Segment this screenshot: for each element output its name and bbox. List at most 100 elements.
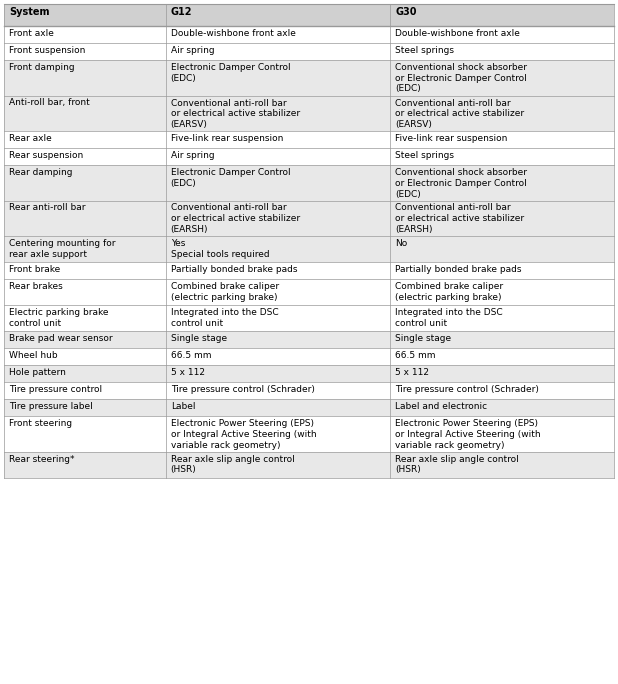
Text: Rear axle slip angle control
(HSR): Rear axle slip angle control (HSR) xyxy=(171,454,294,474)
Text: Integrated into the DSC
control unit: Integrated into the DSC control unit xyxy=(395,308,503,328)
Bar xyxy=(4,331,166,348)
Bar xyxy=(4,416,166,451)
Bar xyxy=(390,96,614,131)
Text: Conventional shock absorber
or Electronic Damper Control
(EDC): Conventional shock absorber or Electroni… xyxy=(395,63,527,94)
Bar xyxy=(4,365,166,382)
Text: Single stage: Single stage xyxy=(171,334,227,343)
Bar xyxy=(166,96,390,131)
Text: Single stage: Single stage xyxy=(395,334,451,343)
Bar xyxy=(166,236,390,262)
Text: Hole pattern: Hole pattern xyxy=(9,368,66,377)
Bar xyxy=(166,262,390,279)
Bar xyxy=(390,131,614,148)
Text: Partially bonded brake pads: Partially bonded brake pads xyxy=(171,265,297,274)
Text: Rear axle slip angle control
(HSR): Rear axle slip angle control (HSR) xyxy=(395,454,519,474)
Text: Steel springs: Steel springs xyxy=(395,46,454,55)
Bar xyxy=(166,165,390,200)
Text: Tire pressure control: Tire pressure control xyxy=(9,385,102,394)
Bar xyxy=(166,365,390,382)
Text: Brake pad wear sensor: Brake pad wear sensor xyxy=(9,334,112,343)
Text: Wheel hub: Wheel hub xyxy=(9,351,57,360)
Text: Rear axle: Rear axle xyxy=(9,134,52,143)
Bar xyxy=(166,131,390,148)
Text: Combined brake caliper
(electric parking brake): Combined brake caliper (electric parking… xyxy=(395,282,503,302)
Text: System: System xyxy=(9,7,49,17)
Text: Rear anti-roll bar: Rear anti-roll bar xyxy=(9,204,85,213)
Text: Electric parking brake
control unit: Electric parking brake control unit xyxy=(9,308,109,328)
Bar xyxy=(166,200,390,236)
Text: Combined brake caliper
(electric parking brake): Combined brake caliper (electric parking… xyxy=(171,282,279,302)
Bar xyxy=(390,399,614,416)
Bar xyxy=(4,165,166,200)
Bar xyxy=(4,43,166,60)
Bar xyxy=(166,60,390,96)
Bar xyxy=(166,451,390,477)
Bar xyxy=(390,305,614,331)
Text: G30: G30 xyxy=(395,7,417,17)
Text: Conventional anti-roll bar
or electrical active stabilizer
(EARSH): Conventional anti-roll bar or electrical… xyxy=(395,204,524,234)
Text: Conventional anti-roll bar
or electrical active stabilizer
(EARSV): Conventional anti-roll bar or electrical… xyxy=(171,98,300,129)
Text: Anti-roll bar, front: Anti-roll bar, front xyxy=(9,98,90,107)
Bar xyxy=(390,382,614,399)
Bar xyxy=(4,148,166,165)
Text: Label and electronic: Label and electronic xyxy=(395,402,487,411)
Bar xyxy=(390,331,614,348)
Text: Five-link rear suspension: Five-link rear suspension xyxy=(171,134,283,143)
Bar xyxy=(4,60,166,96)
Text: Front brake: Front brake xyxy=(9,265,60,274)
Bar xyxy=(4,348,166,365)
Bar xyxy=(390,262,614,279)
Bar xyxy=(390,4,614,26)
Bar xyxy=(166,4,390,26)
Bar xyxy=(390,148,614,165)
Text: Integrated into the DSC
control unit: Integrated into the DSC control unit xyxy=(171,308,278,328)
Text: Label: Label xyxy=(171,402,195,411)
Bar xyxy=(390,236,614,262)
Bar xyxy=(166,416,390,451)
Bar xyxy=(166,279,390,305)
Bar xyxy=(166,26,390,43)
Text: No: No xyxy=(395,239,407,248)
Bar xyxy=(166,305,390,331)
Text: Double-wishbone front axle: Double-wishbone front axle xyxy=(395,29,520,38)
Text: Conventional anti-roll bar
or electrical active stabilizer
(EARSH): Conventional anti-roll bar or electrical… xyxy=(171,204,300,234)
Bar xyxy=(390,60,614,96)
Text: Conventional shock absorber
or Electronic Damper Control
(EDC): Conventional shock absorber or Electroni… xyxy=(395,168,527,198)
Bar xyxy=(390,348,614,365)
Bar xyxy=(4,236,166,262)
Text: Rear suspension: Rear suspension xyxy=(9,151,83,160)
Bar xyxy=(4,399,166,416)
Text: 66.5 mm: 66.5 mm xyxy=(171,351,211,360)
Text: Partially bonded brake pads: Partially bonded brake pads xyxy=(395,265,522,274)
Bar xyxy=(4,131,166,148)
Text: Electronic Power Steering (EPS)
or Integral Active Steering (with
variable rack : Electronic Power Steering (EPS) or Integ… xyxy=(395,419,541,449)
Bar xyxy=(4,279,166,305)
Bar xyxy=(390,26,614,43)
Bar xyxy=(166,348,390,365)
Text: Electronic Damper Control
(EDC): Electronic Damper Control (EDC) xyxy=(171,168,290,187)
Bar xyxy=(390,416,614,451)
Text: Front damping: Front damping xyxy=(9,63,75,72)
Bar xyxy=(4,26,166,43)
Text: Front axle: Front axle xyxy=(9,29,54,38)
Bar xyxy=(166,43,390,60)
Bar xyxy=(390,200,614,236)
Text: Electronic Damper Control
(EDC): Electronic Damper Control (EDC) xyxy=(171,63,290,83)
Text: Steel springs: Steel springs xyxy=(395,151,454,160)
Bar xyxy=(390,279,614,305)
Bar xyxy=(390,43,614,60)
Text: Conventional anti-roll bar
or electrical active stabilizer
(EARSV): Conventional anti-roll bar or electrical… xyxy=(395,98,524,129)
Bar xyxy=(4,451,166,477)
Bar xyxy=(390,451,614,477)
Bar xyxy=(166,148,390,165)
Text: Rear steering*: Rear steering* xyxy=(9,454,75,464)
Bar xyxy=(4,96,166,131)
Bar xyxy=(166,399,390,416)
Bar xyxy=(166,331,390,348)
Text: 5 x 112: 5 x 112 xyxy=(171,368,205,377)
Bar xyxy=(4,262,166,279)
Bar xyxy=(4,305,166,331)
Text: Air spring: Air spring xyxy=(171,151,214,160)
Text: G12: G12 xyxy=(171,7,192,17)
Text: 66.5 mm: 66.5 mm xyxy=(395,351,436,360)
